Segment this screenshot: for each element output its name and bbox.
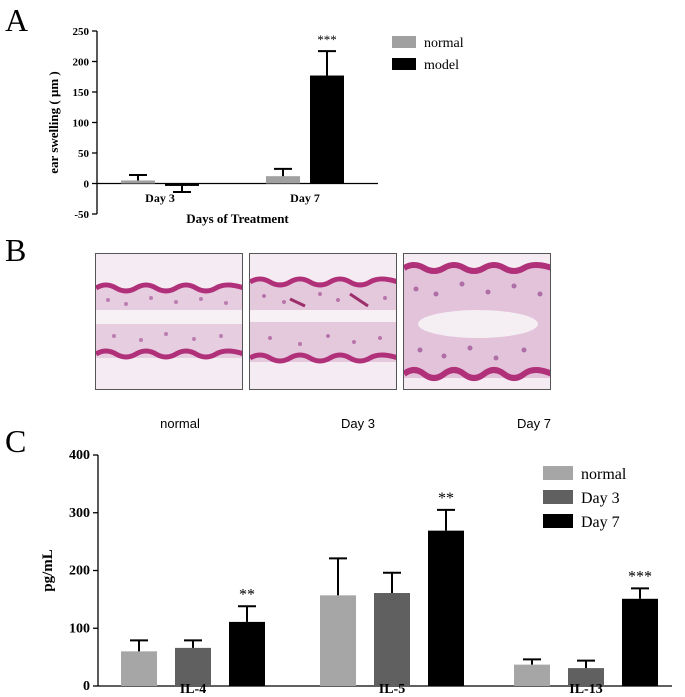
panel-b-letter: B: [5, 232, 27, 268]
bar: [428, 530, 464, 686]
y-tick-label: 100: [69, 621, 90, 636]
histology-caption-normal: normal: [160, 416, 200, 431]
legend-swatch: [392, 36, 416, 48]
histology-image-normal: [95, 253, 243, 390]
x-tick-label: IL-5: [379, 682, 405, 697]
y-tick-label: 200: [73, 57, 90, 69]
x-tick-label: Day 7: [290, 191, 320, 205]
y-tick-label: 100: [73, 118, 90, 130]
histology-image-day3: [249, 253, 397, 390]
significance-marker: ***: [317, 32, 337, 47]
legend-swatch: [543, 514, 573, 528]
legend-swatch: [543, 490, 573, 504]
x-tick-label: IL-4: [180, 682, 206, 697]
bar: [121, 180, 155, 184]
histology-image-day7: [403, 253, 551, 390]
y-tick-label: 400: [69, 448, 90, 463]
y-tick-label: 50: [78, 148, 90, 160]
bar: [514, 664, 550, 686]
legend-label: Day 3: [581, 490, 620, 507]
legend-swatch: [392, 58, 416, 70]
x-axis-label: Days of Treatment: [186, 211, 289, 226]
bar: [121, 651, 157, 686]
panel-a-letter: A: [5, 2, 29, 38]
bar: [320, 595, 356, 686]
x-tick-label: Day 3: [145, 191, 175, 205]
histology-caption-day3: Day 3: [341, 416, 375, 431]
chart-cytokines: 0 100 200 300 400 pg/mL ** IL-4 ** IL-5 *** IL-13 no…: [40, 448, 672, 697]
x-tick-label: IL-13: [569, 682, 602, 697]
significance-marker: **: [239, 586, 255, 603]
bar: [622, 598, 658, 686]
bar: [175, 647, 211, 686]
chart-ear-swelling: -50 0 50 100 150 200 250 ear swelling ( μm ) Day…: [46, 26, 464, 226]
y-tick-label: 150: [73, 87, 90, 99]
y-tick-label: -50: [74, 209, 89, 221]
bar: [266, 176, 300, 184]
bar: [229, 621, 265, 686]
legend-label: Day 7: [581, 514, 620, 531]
y-tick-label: 0: [84, 179, 90, 191]
panel-c-letter: C: [5, 423, 27, 459]
y-axis-label: ear swelling ( μm ): [46, 71, 61, 173]
bar: [165, 183, 199, 186]
y-tick-label: 300: [69, 506, 90, 521]
y-tick-label: 250: [73, 26, 90, 38]
legend-label: model: [424, 58, 459, 73]
legend-label: normal: [581, 466, 627, 483]
bar: [568, 668, 604, 686]
significance-marker: ***: [628, 568, 652, 585]
bar: [310, 75, 344, 184]
legend-label: normal: [424, 36, 464, 51]
y-tick-label: 200: [69, 564, 90, 579]
y-axis-label: pg/mL: [40, 549, 56, 592]
legend-swatch: [543, 466, 573, 480]
significance-marker: **: [438, 490, 454, 507]
bar: [374, 593, 410, 686]
histology-caption-day7: Day 7: [517, 416, 551, 431]
y-tick-label: 0: [83, 679, 90, 694]
